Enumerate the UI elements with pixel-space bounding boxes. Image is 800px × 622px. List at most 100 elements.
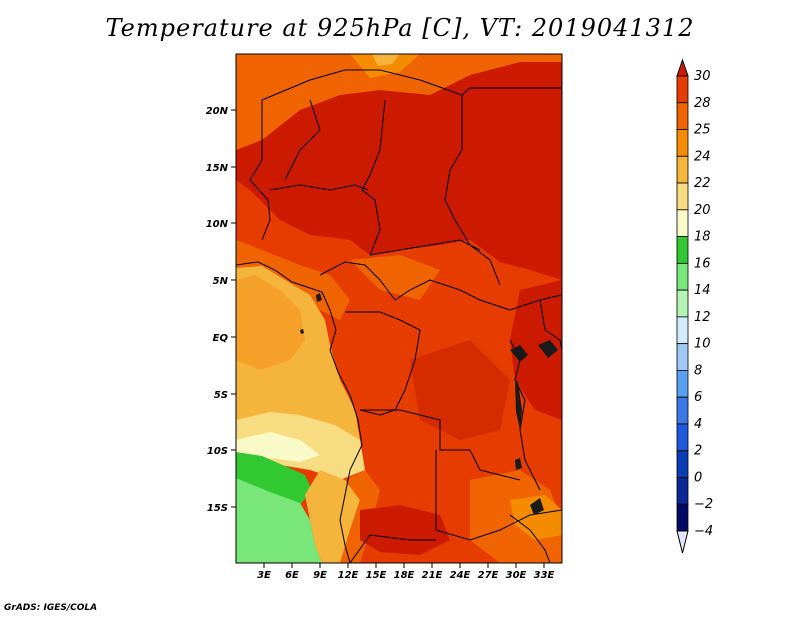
field-central-orange [350,255,440,300]
border-car-drc [319,261,562,311]
border-chad-niger [361,99,386,256]
lake-victoria-west [510,345,528,362]
colorbar-swatch [676,209,689,237]
colorbar-swatch [676,450,689,478]
colorbar-arrow-top [676,58,689,77]
map-frame [235,53,563,564]
lake-victoria [538,340,558,358]
lon-label-15e: 15E [366,570,387,581]
border-angola-drc [360,409,521,481]
colorbar-label: 12 [694,310,711,325]
colorbar-label: 8 [694,363,702,378]
colorbar-swatch [676,129,689,157]
lat-label-5s: 5S [214,390,228,401]
colorbar-swatch [676,182,689,211]
field-ocean-18 [236,432,320,462]
colorbar-swatch [676,155,689,184]
lake-tanganyika [515,380,522,430]
field-ocean-mid [236,275,305,370]
field-north-patch [350,54,420,78]
lat-label-5n: 5N [213,276,229,287]
lon-label-6e: 6E [285,570,299,581]
colorbar-swatch [676,503,689,532]
colorbar-swatch [676,236,689,264]
border-niger-nigeria [269,184,369,191]
lat-label-15s: 15S [207,503,228,514]
colorbar-label: 2 [694,444,702,459]
colorbar-label: 4 [694,417,702,432]
colorbar-swatch [676,102,689,130]
colorbar-label: 22 [694,176,711,191]
lon-label-27e: 27E [478,570,499,581]
lat-axis: 20N 15N 10N 5N EQ 5S 10S 15S [206,106,236,514]
field-hot-central [410,340,510,440]
colorbar-label: 28 [694,96,711,111]
colorbar-label: 6 [694,390,702,405]
lat-label-10n: 10N [206,219,229,230]
lon-label-24e: 24E [450,570,471,581]
border-congo [345,311,421,416]
colorbar-label: −2 [694,497,713,512]
colorbar-label: 0 [694,470,702,485]
colorbar-swatch [676,343,689,371]
field-north-patch-2 [372,54,400,66]
colorbar-swatch [676,370,689,398]
field-hot-north [236,60,562,280]
grads-credit: GrADS: IGES/COLA [4,603,98,613]
field-ocean-14 [236,478,322,563]
colorbar-swatch [676,262,689,291]
island-sao-tome [300,329,304,334]
colorbar-arrow-bottom [676,530,689,554]
lat-label-20n: 20N [206,106,229,117]
lat-label-15n: 15N [206,163,229,174]
coastline-west [236,261,363,563]
field-hot-east [510,280,562,420]
colorbar-label: 30 [694,69,711,84]
border-chad-sudan [444,95,501,286]
lat-label-10s: 10S [207,446,228,457]
lake-mweru [515,458,522,470]
colorbar-swatch [676,289,689,318]
lon-axis: 3E 6E 9E 12E 15E 18E 21E 24E 27E 30E 33E [257,563,555,581]
island-bioko [316,293,322,302]
colorbar-swatch [676,316,689,345]
lon-label-18e: 18E [394,570,415,581]
map-title: Temperature at 925hPa [C], VT: 201904131… [105,14,695,42]
field-south-coast [305,470,360,563]
border-mali [284,99,321,181]
colorbar-label: 16 [694,256,711,271]
colorbar-label: 20 [694,203,711,218]
lon-label-9e: 9E [313,570,327,581]
lon-label-30e: 30E [506,570,527,581]
lakes [300,293,558,515]
colorbar-label: 14 [694,283,711,298]
border-north [261,69,562,101]
lon-label-12e: 12E [338,570,359,581]
border-chad-car [369,239,481,256]
field-hot-south [360,505,450,555]
lon-label-21e: 21E [422,570,443,581]
field-southeast-cool [510,495,562,540]
border-malawi [509,514,551,563]
colorbar-swatch [676,423,689,452]
colorbar-swatch [676,75,689,104]
colorbar-label: 25 [694,123,711,138]
border-uganda [539,299,562,351]
lat-label-eq: EQ [213,333,229,344]
lon-label-3e: 3E [257,570,271,581]
colorbar-label: 24 [694,149,711,164]
border-namibia [349,534,436,563]
field-ocean-16 [236,452,312,505]
political-borders [236,69,562,563]
colorbar-label: −4 [694,524,713,539]
colorbar-swatch [676,477,689,505]
colorbar-label: 10 [694,337,711,352]
colorbar-swatch [676,396,689,425]
lake-malawi [530,498,544,515]
lon-label-33e: 33E [534,570,555,581]
colorbar-label: 18 [694,230,711,245]
border-west-1 [249,100,271,241]
